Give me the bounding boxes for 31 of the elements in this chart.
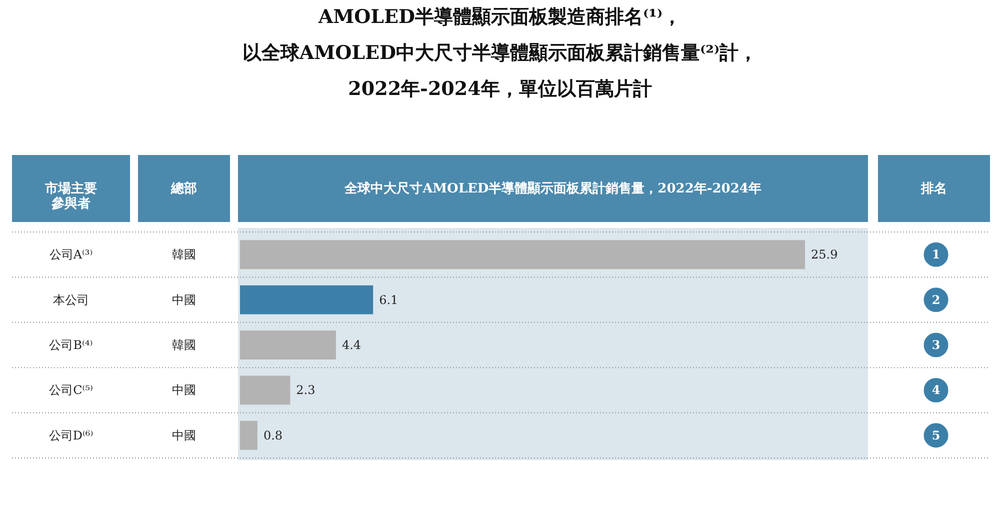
text: 1 (932, 248, 940, 262)
y-tick-label: 公司C⁽⁵⁾ (49, 383, 93, 398)
text: 5 (932, 428, 940, 442)
bar (240, 330, 336, 360)
chart-title: AMOLED半導體顯示面板製造商排名⁽¹⁾，以全球AMOLED中大尺寸半導體顯示面板累計銷售量⁽²⁾計， (242, 6, 758, 64)
text: 全球中大尺寸AMOLED半導體顯示面板累計銷售量，2022年-2024年 (344, 180, 762, 196)
text: 市場主要參與者 (44, 180, 97, 212)
y-tick-label: 公司B⁽⁴⁾ (49, 338, 93, 352)
text: 中國 (172, 383, 196, 398)
text: 排名 (920, 182, 947, 196)
y-tick-label: 公司A⁽³⁾ (49, 248, 93, 262)
text: 中國 (172, 428, 196, 442)
data-label: 4.4 (342, 338, 362, 352)
chart-subtitle: 2022年-2024年，單位以百萬片計 (348, 78, 652, 100)
data-label: 6.1 (379, 292, 398, 307)
text: 3 (932, 338, 940, 352)
data-label: 0.8 (263, 428, 283, 442)
text: 總部 (170, 180, 197, 196)
data-label: 2.3 (296, 383, 316, 398)
bar (240, 240, 805, 270)
y-tick-label: 公司D⁽⁶⁾ (48, 428, 94, 442)
text: 2 (932, 292, 940, 307)
bar (240, 376, 290, 405)
text: 韓國 (172, 338, 196, 352)
data-label: 25.9 (811, 248, 838, 262)
bar (240, 285, 374, 314)
y-tick-label: 本公司 (53, 292, 89, 307)
bar (240, 420, 258, 450)
text: 韓國 (172, 248, 196, 262)
text: 中國 (172, 292, 196, 307)
text: 4 (932, 383, 940, 398)
